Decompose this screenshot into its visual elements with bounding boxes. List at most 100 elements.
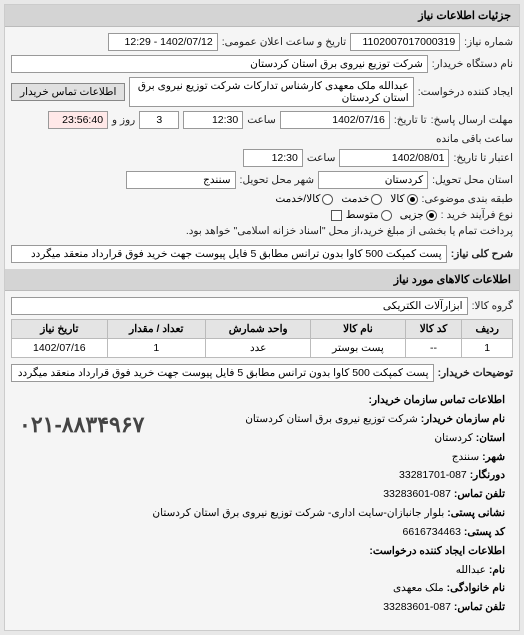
phone-label: دورنگار: (470, 469, 505, 481)
buyer-notes-label: توضیحات خریدار: (438, 367, 513, 379)
deadline-to-label: تا تاریخ: (394, 114, 427, 126)
remaining-time-field: 23:56:40 (48, 111, 108, 129)
cell-code: -- (405, 339, 462, 358)
row-delivery: استان محل تحویل: کردستان شهر محل تحویل: … (11, 171, 513, 189)
radio-service-label: خدمت (341, 193, 369, 205)
need-number-field[interactable]: 1102007017000319 (350, 33, 460, 51)
fax-value: 087-33283601 (383, 488, 451, 500)
buyer-contact-button[interactable]: اطلاعات تماس خریدار (11, 83, 125, 101)
info-postal: کد پستی: 6616734463 (19, 524, 505, 542)
row-goods-group: گروه کالا: ابزارآلات الکتریکی (11, 297, 513, 315)
radio-goods[interactable]: کالا (390, 193, 417, 205)
org-value: شرکت توزیع نیروی برق استان کردستان (245, 413, 418, 425)
city-label: شهر: (482, 451, 505, 463)
validity-time-field[interactable]: 12:30 (243, 149, 303, 167)
row-need-title: شرح کلی نیاز: پست کمپکت 500 کاوا بدون تر… (11, 245, 513, 263)
contact-info-block: اطلاعات تماس سازمان خریدار: نام سازمان خ… (11, 386, 513, 624)
validity-time-label: ساعت (307, 152, 336, 164)
row-validity: اعتبار تا تاریخ: 1402/08/01 ساعت 12:30 (11, 149, 513, 167)
col-row: ردیف (462, 320, 513, 339)
announce-datetime-label: تاریخ و ساعت اعلان عمومی: (222, 36, 346, 48)
requester-label: ایجاد کننده درخواست: (418, 86, 513, 98)
col-qty: تعداد / مقدار (107, 320, 205, 339)
row-buyer-notes: توضیحات خریدار: پست کمپکت 500 کاوا بدون … (11, 364, 513, 382)
col-date: تاریخ نیاز (12, 320, 108, 339)
radio-goods-service-label: کالا/خدمت (275, 193, 320, 205)
deadline-label: مهلت ارسال پاسخ: (431, 114, 513, 126)
radio-dot-service (371, 194, 382, 205)
payment-checkbox[interactable] (331, 210, 342, 221)
radio-dot-medium (381, 210, 392, 221)
row-process: نوع فرآیند خرید : جزیی متوسط پرداخت تمام… (11, 209, 513, 237)
address-value: بلوار جانبازان-سایت اداری- شرکت توزیع نی… (152, 507, 444, 519)
cell-date: 1402/07/16 (12, 339, 108, 358)
radio-medium-label: متوسط (346, 209, 379, 221)
tel-value: 087-33283601 (383, 601, 451, 613)
info-address: نشانی پستی: بلوار جانبازان-سایت اداری- ش… (19, 505, 505, 523)
validity-date-field[interactable]: 1402/08/01 (339, 149, 449, 167)
cell-unit: عدد (205, 339, 310, 358)
delivery-city-field[interactable]: سنندج (126, 171, 236, 189)
buyer-org-field[interactable]: شرکت توزیع نیروی برق استان کردستان (11, 55, 428, 73)
days-count-field[interactable]: 3 (139, 111, 179, 129)
info-fax: تلفن تماس: 087-33283601 (19, 486, 505, 504)
creator-header: اطلاعات ایجاد کننده درخواست: (19, 543, 505, 561)
cell-row: 1 (462, 339, 513, 358)
radio-dot-goods-service (322, 194, 333, 205)
goods-table: ردیف کد کالا نام کالا واحد شمارش تعداد /… (11, 319, 513, 358)
fax-label: تلفن تماس: (454, 488, 505, 500)
info-name: نام: عبدالله (19, 562, 505, 580)
address-label: نشانی پستی: (447, 507, 505, 519)
requester-field[interactable]: عبدالله ملک معهدی کارشناس تدارکات شرکت ت… (129, 77, 413, 107)
buyer-notes-field[interactable]: پست کمپکت 500 کاوا بدون ترانس مطابق 5 فا… (11, 364, 434, 382)
process-type-label: نوع فرآیند خرید : (441, 209, 513, 221)
info-family: نام خانوادگی: ملک معهدی (19, 580, 505, 598)
state-value: کردستان (434, 432, 472, 444)
section-header-need-info: جزئیات اطلاعات نیاز (5, 5, 519, 27)
state-label: استان: (476, 432, 505, 444)
family-value: ملک معهدی (393, 582, 444, 594)
row-need-number: شماره نیاز: 1102007017000319 تاریخ و ساع… (11, 33, 513, 51)
postal-label: کد پستی: (464, 526, 505, 538)
delivery-state-field[interactable]: کردستان (318, 171, 428, 189)
row-requester: ایجاد کننده درخواست: عبدالله ملک معهدی ک… (11, 77, 513, 107)
form-area: شماره نیاز: 1102007017000319 تاریخ و ساع… (5, 27, 519, 630)
cell-name: پست بوستر (311, 339, 405, 358)
family-label: نام خانوادگی: (447, 582, 505, 594)
radio-service[interactable]: خدمت (341, 193, 382, 205)
radio-partial-label: جزیی (400, 209, 424, 221)
tel-label: تلفن تماس: (454, 601, 505, 613)
need-title-field[interactable]: پست کمپکت 500 کاوا بدون ترانس مطابق 5 فا… (11, 245, 447, 263)
table-header-row: ردیف کد کالا نام کالا واحد شمارش تعداد /… (12, 320, 513, 339)
row-budget: طبقه بندی موضوعی: کالا خدمت کالا/خدمت (11, 193, 513, 205)
delivery-city-label: شهر محل تحویل: (240, 174, 315, 186)
col-unit: واحد شمارش (205, 320, 310, 339)
postal-value: 6616734463 (403, 526, 461, 538)
announce-datetime-field[interactable]: 1402/07/12 - 12:29 (108, 33, 218, 51)
deadline-time-label: ساعت (247, 114, 276, 126)
radio-partial[interactable]: جزیی (400, 209, 437, 221)
deadline-time-field[interactable]: 12:30 (183, 111, 243, 129)
info-city: شهر: سنندج (19, 449, 505, 467)
budget-row-label: طبقه بندی موضوعی: (422, 193, 513, 205)
radio-goods-service[interactable]: کالا/خدمت (275, 193, 333, 205)
table-row[interactable]: 1 -- پست بوستر عدد 1 1402/07/16 (12, 339, 513, 358)
radio-medium[interactable]: متوسط (346, 209, 392, 221)
col-name: نام کالا (311, 320, 405, 339)
name-label: نام: (489, 564, 505, 576)
goods-group-field[interactable]: ابزارآلات الکتریکی (11, 297, 468, 315)
radio-dot-goods (407, 194, 418, 205)
col-code: کد کالا (405, 320, 462, 339)
cell-qty: 1 (107, 339, 205, 358)
goods-info-header: اطلاعات کالاهای مورد نیاز (5, 269, 519, 291)
radio-goods-label: کالا (390, 193, 404, 205)
row-buyer-org: نام دستگاه خریدار: شرکت توزیع نیروی برق … (11, 55, 513, 73)
remaining-label: ساعت باقی مانده (436, 133, 513, 145)
deadline-date-field[interactable]: 1402/07/16 (280, 111, 390, 129)
row-deadline: مهلت ارسال پاسخ: تا تاریخ: 1402/07/16 سا… (11, 111, 513, 145)
radio-dot-partial (426, 210, 437, 221)
info-phone: دورنگار: 087-33281701 (19, 467, 505, 485)
payment-note: پرداخت تمام یا بخشی از مبلغ خرید،از محل … (186, 225, 513, 237)
org-label: نام سازمان خریدار: (421, 413, 505, 425)
need-details-panel: جزئیات اطلاعات نیاز شماره نیاز: 11020070… (4, 4, 520, 631)
